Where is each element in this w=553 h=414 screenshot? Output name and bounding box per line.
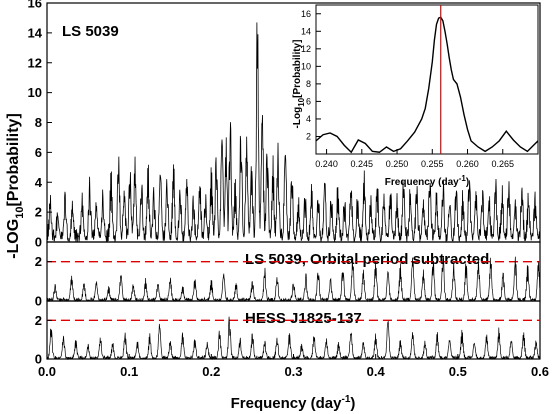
top-panel-y-tick-label: 2 [35, 205, 42, 220]
bottom-panel-marks: 0 2 0.0 0.1 0.2 0.3 0.4 0.5 0.6 [35, 313, 549, 379]
inset-y-tick-label: 4 [306, 114, 311, 124]
inset-marks: 2 4 6 8 10 12 14 16 0.240 0.245 0.250 0.255 0.260 0.2… [301, 5, 539, 169]
top-panel-marks: 0 2 4 6 8 10 12 14 16 [28, 0, 541, 250]
shared-y-axis-label: -LOG10[Probability] [5, 113, 26, 259]
inset-y-tick-label: 16 [301, 9, 311, 19]
bottom-panel-x-tick-label: 0.6 [531, 364, 549, 379]
inset-y-tick-label: 6 [306, 97, 311, 107]
top-panel-y-tick-label: 6 [35, 145, 42, 160]
middle-panel-label: LS 5039, Orbital period subtracted [245, 251, 489, 268]
inset-x-tick-label: 0.260 [456, 159, 479, 169]
top-panel-y-tick-label: 16 [28, 0, 42, 11]
top-panel-y-tick-label: 10 [28, 85, 42, 100]
inset-series-line [315, 16, 539, 154]
inset-y-label: -Log10[Probability] [292, 40, 306, 129]
middle-panel-marks: 02 [35, 254, 541, 309]
inset-x-tick-label: 0.255 [421, 159, 444, 169]
x-axis-label: Frequency (day-1) [231, 394, 356, 412]
top-panel-series-line [46, 22, 541, 243]
middle-panel-y-tick-label: 2 [35, 254, 42, 269]
top-panel-y-tick-label: 12 [28, 55, 42, 70]
bottom-panel: HESS J1825-137 [46, 300, 541, 360]
bottom-panel-x-tick-label: 0.4 [367, 364, 386, 379]
middle-panel-series-line [46, 256, 541, 303]
top-panel-y-tick-label: 0 [35, 235, 42, 250]
bottom-panel-x-tick-label: 0.1 [120, 364, 138, 379]
inset-x-tick-label: 0.265 [491, 159, 514, 169]
bottom-panel-label: HESS J1825-137 [245, 310, 362, 327]
bottom-panel-x-tick-label: 0.5 [449, 364, 467, 379]
inset-x-tick-label: 0.240 [315, 159, 338, 169]
bottom-panel-y-tick-label: 0 [35, 352, 42, 367]
inset-x-label: Frequency (day-1) [385, 174, 469, 188]
top-panel-y-tick-label: 14 [28, 25, 43, 40]
bottom-panel-x-tick-label: 0.2 [202, 364, 220, 379]
inset-y-tick-label: 10 [301, 62, 311, 72]
top-panel-y-tick-label: 4 [35, 175, 43, 190]
inset-y-tick-label: 8 [306, 79, 311, 89]
inset-x-tick-label: 0.250 [386, 159, 409, 169]
inset-y-tick-label: 12 [301, 44, 311, 54]
inset-x-tick-label: 0.245 [351, 159, 374, 169]
inset-panel: -Log10[Probability] Frequency (day-1) [292, 4, 539, 188]
inset-frame [315, 4, 539, 155]
bottom-panel-x-tick-label: 0.0 [38, 364, 56, 379]
inset-y-tick-label: 2 [306, 132, 311, 142]
top-panel-label: LS 5039 [62, 23, 119, 40]
bottom-panel-y-tick-label: 2 [35, 313, 42, 328]
bottom-panel-x-tick-label: 0.3 [284, 364, 302, 379]
inset-y-tick-label: 14 [301, 26, 311, 36]
top-panel-y-tick-label: 8 [35, 115, 42, 130]
middle-panel-y-tick-label: 0 [35, 294, 42, 309]
